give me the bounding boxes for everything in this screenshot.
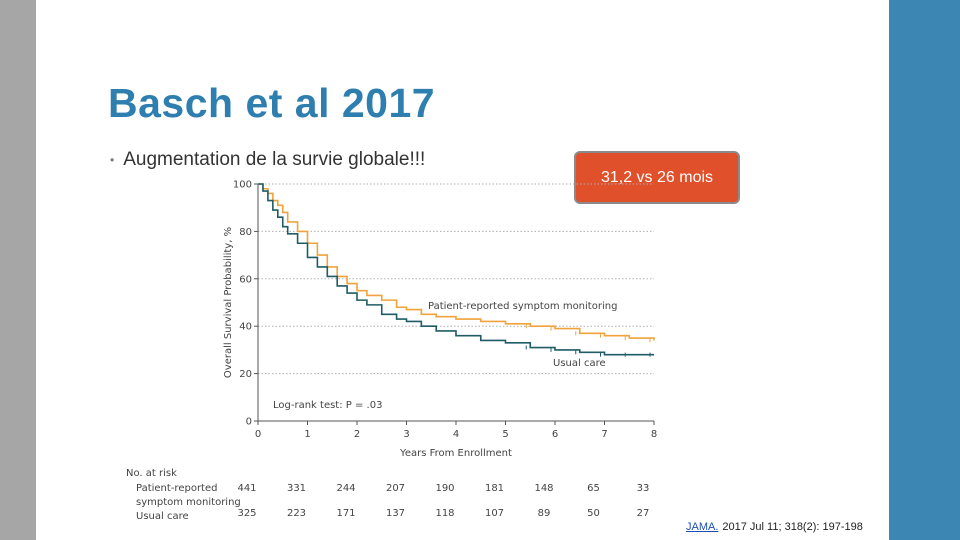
callout-box: 31,2 vs 26 mois bbox=[574, 151, 740, 204]
x-tick-label: 0 bbox=[255, 429, 261, 440]
risk-value: 207 bbox=[386, 483, 405, 494]
series-line-2 bbox=[258, 183, 654, 356]
series-label: Patient-reported symptom monitoring bbox=[428, 301, 617, 312]
risk-value: 190 bbox=[435, 483, 454, 494]
x-tick-label: 1 bbox=[304, 429, 310, 440]
bullet-text: Augmentation de la survie globale!!! bbox=[123, 149, 426, 170]
risk-value: 33 bbox=[637, 483, 650, 494]
x-tick-label: 8 bbox=[651, 429, 657, 440]
y-axis-label: Overall Survival Probability, % bbox=[223, 227, 234, 378]
citation-link[interactable]: JAMA. bbox=[686, 521, 719, 533]
survival-chart: 0 20 40 60 80 100 0 1 2 3 4 5 6 7 8 Years From Enrollme… bbox=[126, 180, 657, 523]
risk-value: 223 bbox=[287, 508, 306, 519]
x-tick-label: 6 bbox=[552, 429, 558, 440]
risk-value: 441 bbox=[237, 483, 256, 494]
x-tick-label: 4 bbox=[453, 429, 459, 440]
x-tick-label: 3 bbox=[403, 429, 409, 440]
series-label: Usual care bbox=[553, 358, 606, 369]
risk-value: 107 bbox=[485, 508, 504, 519]
y-tick-label: 40 bbox=[239, 322, 252, 333]
x-axis-label: Years From Enrollment bbox=[399, 448, 512, 459]
risk-value: 244 bbox=[336, 483, 355, 494]
risk-value: 118 bbox=[435, 508, 454, 519]
series-line-1 bbox=[258, 183, 655, 341]
risk-value: 148 bbox=[534, 483, 553, 494]
y-tick-label: 100 bbox=[233, 180, 252, 191]
risk-row-label: symptom monitoring bbox=[136, 497, 241, 508]
bullet-item: • Augmentation de la survie globale!!! bbox=[110, 149, 425, 171]
y-tick-label: 80 bbox=[239, 227, 252, 238]
x-tick-label: 7 bbox=[601, 429, 607, 440]
citation: JAMA. 2017 Jul 11; 318(2): 197-198 bbox=[686, 521, 863, 533]
y-tick-label: 0 bbox=[246, 417, 252, 428]
risk-value: 325 bbox=[237, 508, 256, 519]
callout-text: 31,2 vs 26 mois bbox=[600, 168, 714, 186]
slide-title: Basch et al 2017 bbox=[108, 80, 436, 126]
y-tick-label: 60 bbox=[239, 274, 252, 285]
risk-value: 27 bbox=[637, 508, 650, 519]
risk-value: 89 bbox=[538, 508, 551, 519]
right-accent-band bbox=[889, 0, 960, 540]
x-tick-label: 5 bbox=[502, 429, 508, 440]
risk-value: 171 bbox=[336, 508, 355, 519]
risk-row-label: Usual care bbox=[136, 511, 189, 522]
risk-value: 331 bbox=[287, 483, 306, 494]
annotation-text: Log-rank test: P = .03 bbox=[273, 400, 382, 411]
left-accent-band bbox=[0, 0, 36, 540]
bullet-icon: • bbox=[110, 153, 115, 167]
risk-table-title: No. at risk bbox=[126, 468, 177, 479]
risk-value: 181 bbox=[485, 483, 504, 494]
x-tick-label: 2 bbox=[354, 429, 360, 440]
risk-value: 65 bbox=[587, 483, 600, 494]
citation-text: 2017 Jul 11; 318(2): 197-198 bbox=[722, 521, 863, 533]
risk-row-label: Patient-reported bbox=[136, 483, 217, 494]
y-tick-label: 20 bbox=[239, 369, 252, 380]
risk-value: 137 bbox=[386, 508, 405, 519]
risk-value: 50 bbox=[587, 508, 600, 519]
